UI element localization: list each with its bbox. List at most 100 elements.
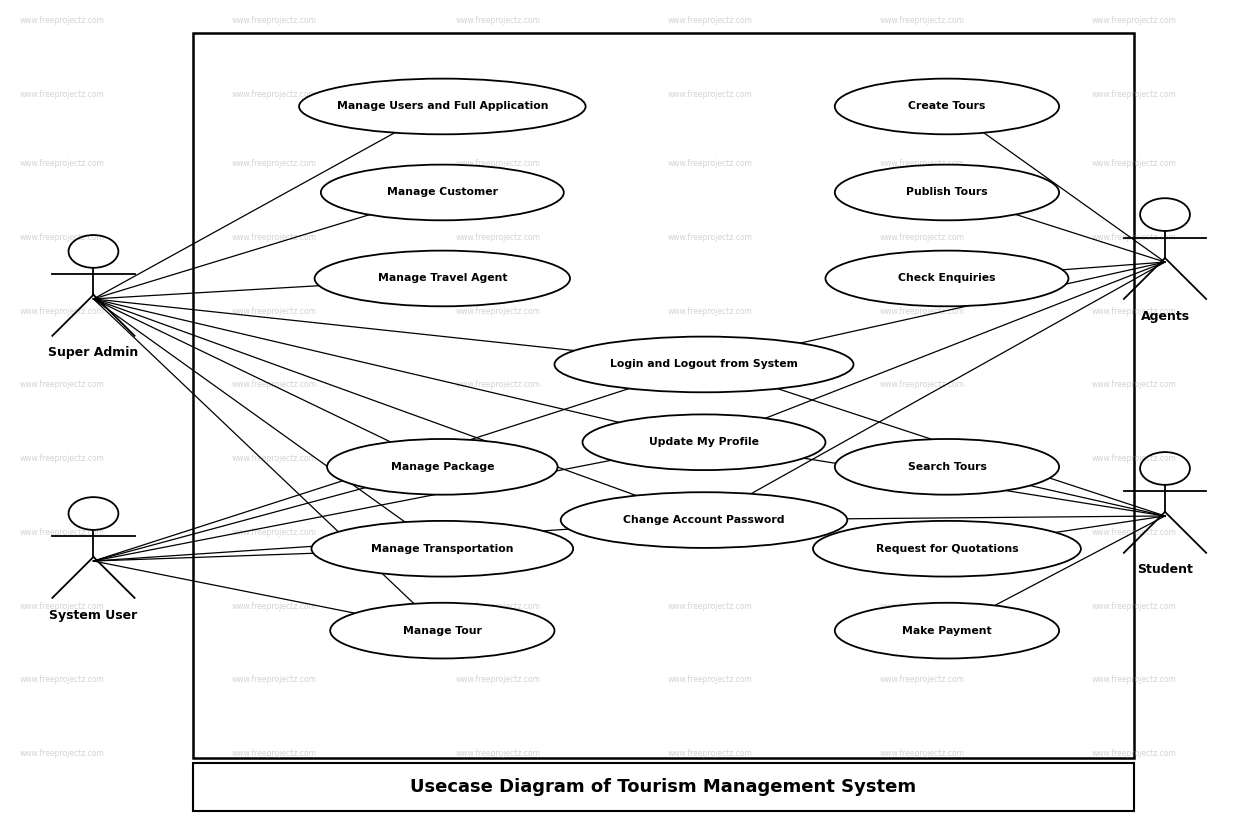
Text: www.freeprojectz.com: www.freeprojectz.com xyxy=(880,528,964,536)
Text: www.freeprojectz.com: www.freeprojectz.com xyxy=(20,676,105,684)
Text: www.freeprojectz.com: www.freeprojectz.com xyxy=(1091,455,1176,463)
Text: Manage Travel Agent: Manage Travel Agent xyxy=(378,274,507,283)
Ellipse shape xyxy=(835,165,1059,220)
Text: Manage Transportation: Manage Transportation xyxy=(371,544,513,554)
Text: www.freeprojectz.com: www.freeprojectz.com xyxy=(880,90,964,98)
Text: www.freeprojectz.com: www.freeprojectz.com xyxy=(668,528,753,536)
Text: Publish Tours: Publish Tours xyxy=(906,188,988,197)
Text: www.freeprojectz.com: www.freeprojectz.com xyxy=(1091,307,1176,315)
Text: www.freeprojectz.com: www.freeprojectz.com xyxy=(232,528,316,536)
Text: www.freeprojectz.com: www.freeprojectz.com xyxy=(232,602,316,610)
Ellipse shape xyxy=(312,521,573,577)
Text: www.freeprojectz.com: www.freeprojectz.com xyxy=(232,160,316,168)
Text: www.freeprojectz.com: www.freeprojectz.com xyxy=(20,90,105,98)
Text: www.freeprojectz.com: www.freeprojectz.com xyxy=(456,307,541,315)
Text: www.freeprojectz.com: www.freeprojectz.com xyxy=(232,90,316,98)
Text: www.freeprojectz.com: www.freeprojectz.com xyxy=(1091,90,1176,98)
Text: www.freeprojectz.com: www.freeprojectz.com xyxy=(1091,749,1176,758)
Text: Student: Student xyxy=(1138,563,1192,577)
Text: www.freeprojectz.com: www.freeprojectz.com xyxy=(1091,381,1176,389)
Text: www.freeprojectz.com: www.freeprojectz.com xyxy=(880,602,964,610)
Text: www.freeprojectz.com: www.freeprojectz.com xyxy=(232,307,316,315)
Text: www.freeprojectz.com: www.freeprojectz.com xyxy=(232,749,316,758)
Text: Manage Tour: Manage Tour xyxy=(402,626,482,636)
Text: www.freeprojectz.com: www.freeprojectz.com xyxy=(668,16,753,25)
Text: www.freeprojectz.com: www.freeprojectz.com xyxy=(880,455,964,463)
Text: www.freeprojectz.com: www.freeprojectz.com xyxy=(880,749,964,758)
Text: www.freeprojectz.com: www.freeprojectz.com xyxy=(20,602,105,610)
Text: www.freeprojectz.com: www.freeprojectz.com xyxy=(232,16,316,25)
Text: Manage Customer: Manage Customer xyxy=(386,188,498,197)
Text: www.freeprojectz.com: www.freeprojectz.com xyxy=(1091,233,1176,242)
Text: www.freeprojectz.com: www.freeprojectz.com xyxy=(668,455,753,463)
Text: Manage Users and Full Application: Manage Users and Full Application xyxy=(336,102,548,111)
Text: Manage Package: Manage Package xyxy=(390,462,495,472)
Text: www.freeprojectz.com: www.freeprojectz.com xyxy=(232,676,316,684)
Text: www.freeprojectz.com: www.freeprojectz.com xyxy=(1091,160,1176,168)
Text: www.freeprojectz.com: www.freeprojectz.com xyxy=(1091,16,1176,25)
Text: www.freeprojectz.com: www.freeprojectz.com xyxy=(668,381,753,389)
Text: www.freeprojectz.com: www.freeprojectz.com xyxy=(668,160,753,168)
Text: www.freeprojectz.com: www.freeprojectz.com xyxy=(456,233,541,242)
Text: www.freeprojectz.com: www.freeprojectz.com xyxy=(1091,676,1176,684)
Text: Change Account Password: Change Account Password xyxy=(623,515,785,525)
Text: www.freeprojectz.com: www.freeprojectz.com xyxy=(1091,602,1176,610)
Text: Create Tours: Create Tours xyxy=(908,102,986,111)
Text: Agents: Agents xyxy=(1140,310,1190,323)
Ellipse shape xyxy=(554,337,854,392)
Ellipse shape xyxy=(326,439,558,495)
Text: www.freeprojectz.com: www.freeprojectz.com xyxy=(456,749,541,758)
Text: Check Enquiries: Check Enquiries xyxy=(898,274,996,283)
Text: www.freeprojectz.com: www.freeprojectz.com xyxy=(880,676,964,684)
Bar xyxy=(193,763,1134,811)
Ellipse shape xyxy=(814,521,1080,577)
Text: www.freeprojectz.com: www.freeprojectz.com xyxy=(20,528,105,536)
Bar xyxy=(193,33,1134,758)
Text: www.freeprojectz.com: www.freeprojectz.com xyxy=(232,455,316,463)
Text: www.freeprojectz.com: www.freeprojectz.com xyxy=(456,90,541,98)
Text: www.freeprojectz.com: www.freeprojectz.com xyxy=(20,16,105,25)
Text: www.freeprojectz.com: www.freeprojectz.com xyxy=(20,749,105,758)
Text: Request for Quotations: Request for Quotations xyxy=(876,544,1018,554)
Text: www.freeprojectz.com: www.freeprojectz.com xyxy=(232,381,316,389)
Text: www.freeprojectz.com: www.freeprojectz.com xyxy=(880,160,964,168)
Text: www.freeprojectz.com: www.freeprojectz.com xyxy=(456,455,541,463)
Text: www.freeprojectz.com: www.freeprojectz.com xyxy=(456,16,541,25)
Text: www.freeprojectz.com: www.freeprojectz.com xyxy=(880,16,964,25)
Ellipse shape xyxy=(825,251,1068,306)
Text: www.freeprojectz.com: www.freeprojectz.com xyxy=(20,233,105,242)
Text: www.freeprojectz.com: www.freeprojectz.com xyxy=(668,602,753,610)
Ellipse shape xyxy=(330,603,554,658)
Text: www.freeprojectz.com: www.freeprojectz.com xyxy=(668,749,753,758)
Ellipse shape xyxy=(582,414,825,470)
Text: www.freeprojectz.com: www.freeprojectz.com xyxy=(456,160,541,168)
Text: System User: System User xyxy=(50,609,137,622)
Text: www.freeprojectz.com: www.freeprojectz.com xyxy=(668,676,753,684)
Text: Usecase Diagram of Tourism Management System: Usecase Diagram of Tourism Management Sy… xyxy=(410,778,917,796)
Text: www.freeprojectz.com: www.freeprojectz.com xyxy=(232,233,316,242)
Ellipse shape xyxy=(835,603,1059,658)
Ellipse shape xyxy=(314,251,569,306)
Text: www.freeprojectz.com: www.freeprojectz.com xyxy=(880,307,964,315)
Ellipse shape xyxy=(561,492,847,548)
Text: www.freeprojectz.com: www.freeprojectz.com xyxy=(20,455,105,463)
Text: www.freeprojectz.com: www.freeprojectz.com xyxy=(20,381,105,389)
Text: Super Admin: Super Admin xyxy=(49,346,138,360)
Text: www.freeprojectz.com: www.freeprojectz.com xyxy=(456,528,541,536)
Ellipse shape xyxy=(835,79,1059,134)
Text: www.freeprojectz.com: www.freeprojectz.com xyxy=(880,381,964,389)
Text: www.freeprojectz.com: www.freeprojectz.com xyxy=(880,233,964,242)
Text: www.freeprojectz.com: www.freeprojectz.com xyxy=(668,233,753,242)
Text: www.freeprojectz.com: www.freeprojectz.com xyxy=(456,602,541,610)
Text: www.freeprojectz.com: www.freeprojectz.com xyxy=(456,381,541,389)
Text: www.freeprojectz.com: www.freeprojectz.com xyxy=(20,160,105,168)
Text: Login and Logout from System: Login and Logout from System xyxy=(611,360,797,369)
Text: www.freeprojectz.com: www.freeprojectz.com xyxy=(1091,528,1176,536)
Text: www.freeprojectz.com: www.freeprojectz.com xyxy=(20,307,105,315)
Text: www.freeprojectz.com: www.freeprojectz.com xyxy=(668,307,753,315)
Text: Search Tours: Search Tours xyxy=(907,462,987,472)
Ellipse shape xyxy=(835,439,1059,495)
Ellipse shape xyxy=(299,79,586,134)
Text: www.freeprojectz.com: www.freeprojectz.com xyxy=(668,90,753,98)
Text: www.freeprojectz.com: www.freeprojectz.com xyxy=(456,676,541,684)
